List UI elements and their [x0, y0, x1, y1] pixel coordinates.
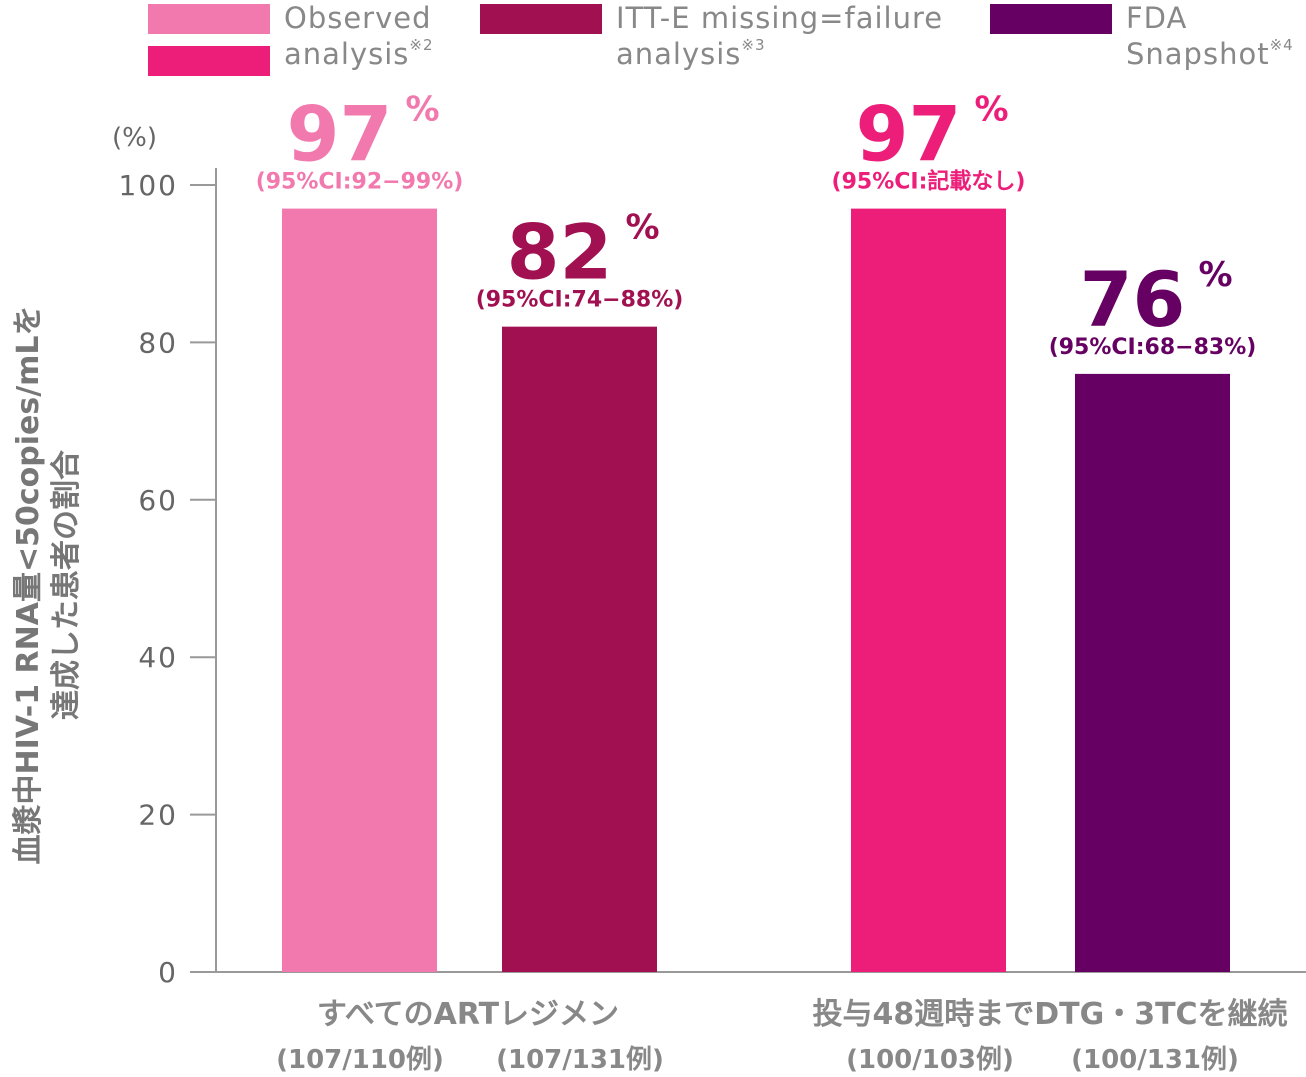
- bar: [851, 208, 1006, 973]
- y-tick-label: 100: [119, 169, 178, 202]
- bar: [1075, 373, 1230, 972]
- legend-label-itt-e-line1: ITT-E missing=failure: [616, 1, 943, 35]
- legend-note-fda: ※4: [1270, 36, 1294, 54]
- legend-note-itt-e: ※3: [741, 36, 765, 54]
- legend-swatch-observed-dark: [148, 46, 270, 76]
- y-tick-label: 20: [138, 799, 178, 832]
- legend-label-observed-line1: Observed: [284, 1, 432, 35]
- legend-label-fda-line2: Snapshot※4: [1126, 36, 1294, 71]
- bar-value-label: 97: [287, 90, 393, 179]
- bar-value-unit: %: [406, 90, 440, 130]
- category-label: すべてのARTレジメン: [317, 997, 619, 1032]
- bar-ci-label: (95%CI:68−83%): [1049, 335, 1257, 360]
- legend-swatch-itt-e: [480, 4, 602, 34]
- bar-value-label: 76: [1080, 255, 1186, 344]
- category-count-label: (107/110例): [276, 1045, 444, 1075]
- category-count-label: (107/131例): [496, 1045, 664, 1075]
- y-tick-label: 60: [138, 484, 178, 517]
- category-count-label: (100/103例): [846, 1045, 1014, 1075]
- y-axis-unit: (%): [112, 123, 157, 153]
- y-axis-title-line1: 血漿中HIV-1 RNA量<50copies/mLを: [11, 305, 46, 864]
- category-labels: すべてのARTレジメン (107/110例) (107/131例) 投与48週時までD…: [276, 997, 1287, 1075]
- legend: Observed analysis※2 ITT-E missing=failur…: [148, 1, 1294, 76]
- legend-label-fda-line1: FDA: [1126, 1, 1187, 35]
- y-tick-label: 80: [138, 326, 178, 359]
- bar-value-unit: %: [975, 90, 1009, 130]
- category-count-label: (100/131例): [1071, 1045, 1239, 1075]
- legend-label-observed-line2: analysis※2: [284, 36, 434, 71]
- bar-value-unit: %: [626, 208, 660, 248]
- category-label: 投与48週時までDTG・3TCを継続: [812, 997, 1287, 1032]
- y-axis-title-line2: 達成した患者の割合: [49, 450, 84, 720]
- bars: [282, 208, 1230, 973]
- y-axis-title: 血漿中HIV-1 RNA量<50copies/mLを 達成した患者の割合: [11, 305, 84, 864]
- y-tick-label: 0: [158, 956, 178, 989]
- legend-swatch-fda: [990, 4, 1112, 34]
- legend-note-observed: ※2: [409, 36, 433, 54]
- bar-ci-label: (95%CI:92−99%): [256, 170, 464, 195]
- legend-swatch-observed-light: [148, 4, 270, 34]
- y-axis-ticks: 0 20 40 60 80 100: [119, 169, 216, 989]
- bar-labels: (95%CI:92−99%)97 %(95%CI:74−88%)82 %(95%CI…: [256, 90, 1257, 360]
- bar-value-unit: %: [1199, 255, 1233, 295]
- bar-ci-label: (95%CI:記載なし): [832, 169, 1026, 195]
- bar: [502, 326, 657, 972]
- y-tick-label: 40: [138, 641, 178, 674]
- legend-label-itt-e-line2: analysis※3: [616, 36, 766, 71]
- bar-value-label: 82: [507, 208, 613, 297]
- bar: [282, 208, 437, 973]
- bar-value-label: 97: [856, 90, 962, 179]
- bar-ci-label: (95%CI:74−88%): [476, 288, 684, 313]
